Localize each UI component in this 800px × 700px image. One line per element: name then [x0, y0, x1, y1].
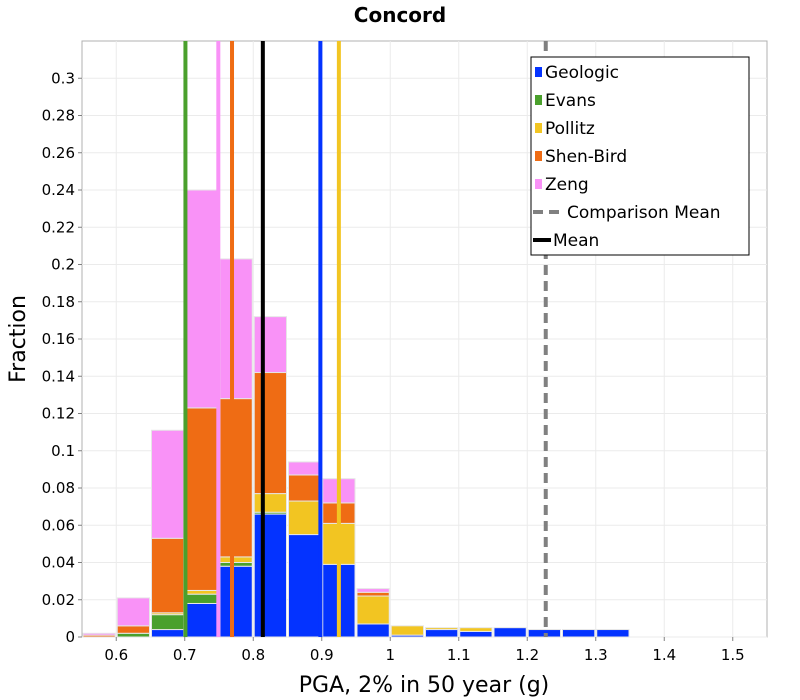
x-tick-label: 1.4: [652, 646, 676, 664]
bar-shen-bird: [219, 398, 253, 558]
legend-swatch: [535, 67, 542, 77]
x-axis-label: PGA, 2% in 50 year (g): [299, 673, 550, 698]
bar-shen-bird: [116, 625, 150, 634]
y-ticks: 0 0.02 0.04 0.06 0.08 0.1 0.12 0.14 0.16 0.18 0.2 0…: [42, 69, 82, 646]
bar-zeng: [288, 461, 322, 476]
bars-group: [82, 189, 630, 638]
y-tick-label: 0.08: [42, 479, 75, 497]
y-axis-label: Fraction: [6, 295, 31, 383]
y-tick-label: 0.14: [42, 367, 75, 385]
bar-evans: [151, 614, 185, 631]
bar-zeng: [185, 189, 219, 409]
y-tick-label: 0.22: [42, 218, 75, 236]
y-tick-label: 0.16: [42, 330, 75, 348]
bar-shen-bird: [288, 474, 322, 502]
bar-evans: [219, 562, 253, 567]
chart-title: Concord: [354, 3, 446, 27]
bar-geologic: [425, 629, 459, 638]
y-tick-label: 0.24: [42, 181, 75, 199]
legend-label: Comparison Mean: [567, 203, 721, 223]
x-tick-label: 0.6: [104, 646, 128, 664]
legend: Geologic Evans Pollitz Shen-Bird Zeng Compari…: [530, 56, 750, 256]
bar-geologic: [596, 629, 630, 638]
y-tick-label: 0.26: [42, 144, 75, 162]
bar-geologic: [356, 623, 390, 638]
x-tick-label: 1.2: [515, 646, 539, 664]
y-tick-label: 0.18: [42, 293, 75, 311]
bar-geologic: [459, 630, 493, 638]
x-tick-label: 1.1: [447, 646, 471, 664]
bar-pollitz: [219, 556, 253, 563]
bar-pollitz: [459, 627, 493, 632]
bar-geologic: [493, 627, 527, 638]
bar-zeng: [116, 597, 150, 627]
bar-geologic: [288, 534, 322, 638]
bar-pollitz: [356, 595, 390, 625]
legend-label: Pollitz: [545, 119, 595, 139]
bar-evans: [116, 632, 150, 638]
bar-pollitz: [288, 500, 322, 536]
bar-pollitz: [185, 589, 219, 595]
bar-geologic: [253, 513, 287, 638]
y-tick-label: 0.04: [42, 554, 75, 572]
legend-box: [530, 56, 750, 256]
y-tick-label: 0.2: [51, 256, 75, 274]
y-tick-label: 0: [65, 628, 75, 646]
x-tick-label: 0.8: [241, 646, 265, 664]
bar-zeng: [253, 316, 287, 374]
legend-label: Zeng: [545, 175, 589, 195]
y-tick-label: 0.3: [51, 69, 75, 87]
bar-shen-bird: [185, 407, 219, 591]
legend-swatch: [535, 179, 542, 189]
x-tick-label: 0.9: [310, 646, 334, 664]
legend-label: Mean: [553, 231, 599, 251]
bar-geologic: [151, 629, 185, 638]
legend-label: Geologic: [545, 63, 619, 83]
legend-label: Shen-Bird: [545, 147, 627, 167]
bar-pollitz: [390, 625, 424, 636]
x-tick-label: 1.3: [584, 646, 608, 664]
y-tick-label: 0.12: [42, 405, 75, 423]
mean-lines-group: [183, 41, 548, 637]
legend-swatch: [535, 95, 542, 105]
legend-swatch: [535, 151, 542, 161]
legend-label: Evans: [545, 91, 596, 111]
legend-swatch: [535, 123, 542, 133]
y-tick-label: 0.02: [42, 591, 75, 609]
x-tick-label: 1: [385, 646, 395, 664]
y-tick-label: 0.28: [42, 107, 75, 125]
bar-evans: [185, 593, 219, 604]
x-tick-label: 1.5: [721, 646, 745, 664]
bar-shen-bird: [253, 372, 287, 495]
bar-zeng: [219, 258, 253, 400]
bar-shen-bird: [356, 591, 390, 597]
y-tick-label: 0.06: [42, 516, 75, 534]
bar-pollitz: [425, 627, 459, 631]
bar-zeng: [151, 429, 185, 539]
bar-pollitz: [253, 493, 287, 513]
bar-shen-bird: [151, 537, 185, 614]
bar-zeng: [356, 588, 390, 593]
bar-geologic: [562, 629, 596, 638]
x-ticks: 0.6 0.7 0.8 0.9 1 1.1 1.2 1.3 1.4 1.5: [104, 637, 745, 664]
bar-geologic: [185, 602, 219, 638]
bar-geologic: [219, 565, 253, 638]
bar-zeng: [82, 632, 116, 636]
y-tick-label: 0.1: [51, 442, 75, 460]
x-tick-label: 0.7: [173, 646, 197, 664]
